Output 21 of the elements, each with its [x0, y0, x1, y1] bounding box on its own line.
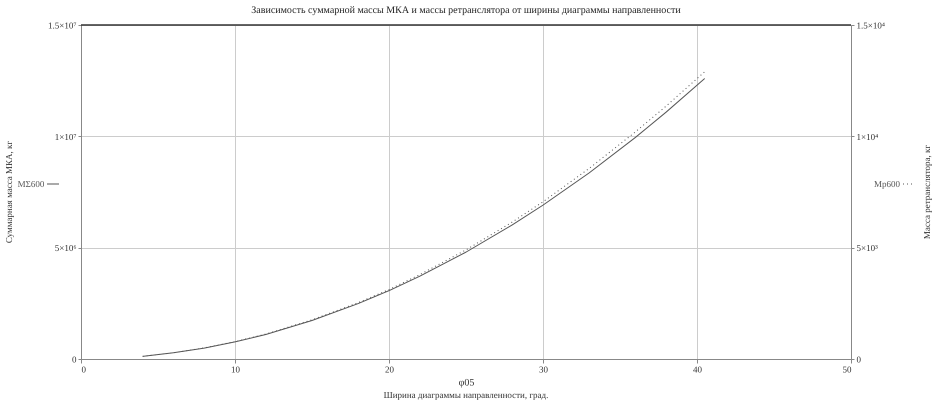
chart-title: Зависимость суммарной массы МКА и массы ретранслятора от ширины диаграммы направленности [251, 5, 682, 16]
x-tick-label: 10 [231, 364, 240, 374]
x-tick-label: 50 [842, 364, 852, 374]
y2-axis-title: Масса ретранслятора, кг [922, 144, 932, 240]
text: Ширина диаграммы направленности, град. [384, 390, 548, 400]
x-tick-label: 20 [385, 364, 394, 374]
y-tick-label: 5×10⁶ [54, 243, 76, 254]
legend-label: MΣ600 [18, 179, 45, 189]
x-axis-title: φ05 [458, 378, 474, 388]
legend-label: Mp600 [874, 179, 900, 189]
y2-tick-label: 1×10⁴ [856, 132, 878, 142]
y-tick-label: 1.5×10⁷ [48, 20, 76, 30]
y2-tick-label: 0 [856, 354, 862, 364]
y-axis-title: Суммарная масса МКА, кг [4, 140, 14, 244]
x-tick-label: 0 [82, 364, 86, 374]
x-tick-label: 40 [693, 364, 702, 374]
y-tick-label: 0 [72, 354, 77, 364]
x-tick-label: 30 [539, 364, 548, 374]
y2-tick-label: 5×10³ [856, 243, 878, 254]
y2-tick-label: 1.5×10⁴ [856, 20, 885, 30]
y-tick-label: 1×10⁷ [54, 132, 76, 142]
